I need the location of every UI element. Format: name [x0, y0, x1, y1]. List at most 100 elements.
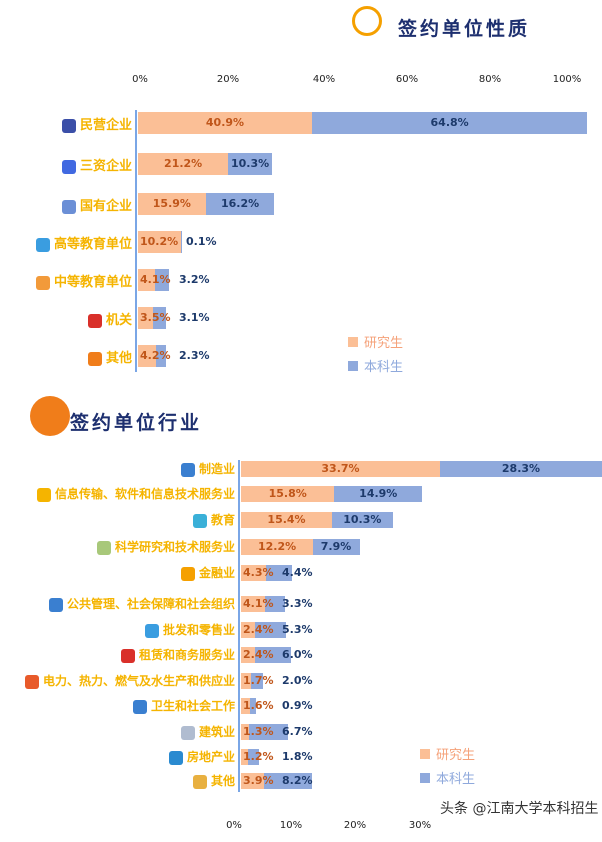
value-label-ugrad: 14.9% [359, 487, 398, 500]
bar-segment-ugrad [265, 596, 285, 612]
bar-segment-grad [241, 512, 332, 528]
bar-segment-grad [138, 345, 156, 367]
bar-segment-ugrad [255, 647, 291, 663]
value-label-grad: 15.8% [268, 487, 307, 500]
value-label-ugrad: 5.3% [282, 623, 313, 636]
crane-icon [180, 725, 195, 740]
category-label: 信息传输、软件和信息技术服务业 [36, 485, 235, 502]
globe-icon [30, 396, 70, 436]
tick-label: 60% [395, 74, 419, 85]
tick-label: 0% [226, 820, 242, 831]
hospital-icon [132, 699, 147, 714]
bar-segment-ugrad [248, 749, 259, 765]
bar-segment-ugrad [311, 112, 588, 134]
category-label: 其他 [87, 347, 132, 366]
value-label-ugrad: 2.3% [179, 349, 210, 362]
category-text: 科学研究和技术服务业 [114, 540, 235, 554]
bar-segment-ugrad [152, 307, 167, 329]
category-label: 民营企业 [61, 114, 132, 133]
category-label: 其他 [192, 772, 235, 789]
category-label: 中等教育单位 [35, 271, 132, 290]
value-label-grad: 33.7% [321, 462, 360, 475]
category-label: 金融业 [180, 564, 235, 581]
bar-segment-ugrad [334, 486, 423, 502]
legend-label: 研究生 [436, 748, 476, 763]
category-text: 信息传输、软件和信息技术服务业 [54, 487, 235, 501]
category-text: 高等教育单位 [53, 237, 132, 252]
value-label-grad: 1.2% [243, 750, 274, 763]
tick-label: 80% [478, 74, 502, 85]
bar-segment-grad [241, 647, 256, 663]
value-label-grad: 2.4% [243, 623, 274, 636]
value-label-grad: 4.1% [243, 597, 274, 610]
tick-label: 40% [312, 74, 336, 85]
chart-1-title: 签约单位性质 [398, 18, 531, 40]
bar-segment-grad [138, 231, 182, 253]
value-label-ugrad: 3.3% [282, 597, 313, 610]
coins-icon [180, 566, 195, 581]
bar-segment-grad [138, 153, 229, 175]
value-label-grad: 4.3% [243, 566, 274, 579]
bar-segment-ugrad [250, 698, 256, 714]
bar-segment-ugrad [266, 565, 293, 581]
value-label-ugrad: 3.2% [179, 273, 210, 286]
value-label-grad: 15.9% [152, 197, 191, 210]
bar-segment-ugrad [205, 193, 275, 215]
legend-label: 本科生 [436, 772, 476, 787]
bar-segment-grad [241, 539, 313, 555]
bar-segment-grad [241, 565, 267, 581]
tick-label: 30% [408, 820, 432, 831]
category-text: 其他 [105, 351, 132, 366]
shop-sign-icon [120, 648, 135, 663]
bar-segment-grad [241, 698, 251, 714]
bar-segment-grad [138, 112, 312, 134]
value-label-ugrad: 16.2% [221, 197, 260, 210]
power-icon [24, 674, 39, 689]
category-text: 房地产业 [186, 750, 235, 764]
watermark: 头条 @江南大学本科招生 [440, 801, 599, 817]
category-label: 教育 [192, 511, 235, 528]
chart-2-title: 签约单位行业 [70, 412, 203, 434]
factory-icon [180, 462, 195, 477]
bar-segment-grad [241, 461, 440, 477]
value-label-grad: 2.4% [243, 648, 274, 661]
category-label: 电力、热力、燃气及水生产和供应业 [24, 672, 235, 689]
bar-segment-grad [241, 724, 249, 740]
legend-label: 本科生 [364, 360, 404, 375]
value-label-grad: 1.7% [243, 674, 274, 687]
value-label-grad: 3.9% [243, 774, 274, 787]
value-label-ugrad: 6.0% [282, 648, 313, 661]
category-text: 制造业 [198, 462, 235, 476]
category-text: 公共管理、社会保障和社会组织 [66, 597, 235, 611]
globe-building-icon [61, 199, 76, 214]
category-label: 国有企业 [61, 195, 132, 214]
category-label: 公共管理、社会保障和社会组织 [48, 595, 235, 612]
bar-segment-ugrad [248, 724, 289, 740]
category-label: 制造业 [180, 460, 235, 477]
value-label-ugrad: 10.3% [230, 157, 270, 170]
category-text: 卫生和社会工作 [150, 699, 235, 713]
value-label-grad: 10.2% [140, 235, 179, 248]
category-text: 教育 [210, 513, 235, 527]
bar-segment-ugrad [255, 622, 287, 638]
value-label-ugrad: 0.1% [186, 235, 217, 248]
category-label: 房地产业 [168, 748, 235, 765]
office-building-icon [61, 118, 76, 133]
legend-swatch [348, 337, 358, 347]
category-text: 中等教育单位 [53, 275, 132, 290]
party-emblem-icon [87, 313, 102, 328]
bar-segment-ugrad [264, 773, 313, 789]
value-label-grad: 12.2% [257, 540, 297, 553]
value-label-ugrad: 3.1% [179, 311, 210, 324]
category-text: 电力、热力、燃气及水生产和供应业 [42, 674, 235, 688]
bar-segment-grad [241, 622, 256, 638]
value-label-ugrad: 0.9% [282, 699, 313, 712]
bar-segment-ugrad [312, 539, 360, 555]
bar-segment-grad [241, 673, 252, 689]
category-text: 租赁和商务服务业 [138, 648, 235, 662]
kindergarten-icon [35, 275, 50, 290]
value-label-ugrad: 28.3% [501, 462, 541, 475]
bar-segment-ugrad [251, 673, 263, 689]
tick-label: 20% [216, 74, 240, 85]
school-building-icon [35, 237, 50, 252]
